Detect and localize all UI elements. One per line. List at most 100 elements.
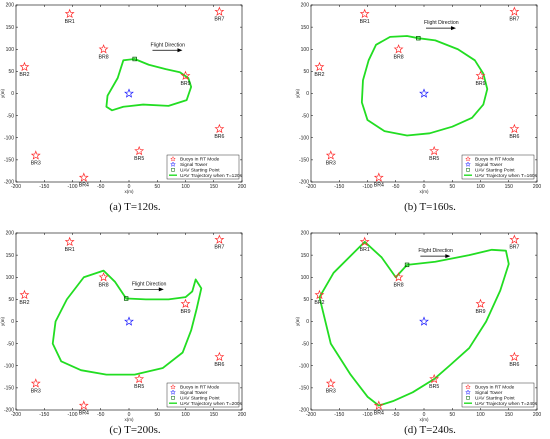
legend-entry: Buoys in RT Mode [475,385,515,391]
buoy-label-br2: BR2 [19,300,29,306]
y-tick-label: 200 [6,3,15,9]
legend-entry: UAV Trajectory when T=120s [180,173,243,179]
y-tick-label: 50 [8,69,14,75]
legend-entry: Signal Tower [180,390,208,396]
buoy-label-br4: BR4 [374,183,384,189]
legend-start-icon [466,168,470,172]
y-tick-label: -200 [4,180,14,186]
x-tick-label: -200 [11,412,21,418]
y-axis-label: y(m) [295,317,300,326]
x-axis-label: x(m) [125,189,134,194]
buoy-label-br5: BR5 [429,384,439,390]
x-tick-label: 50 [154,412,160,418]
buoy-label-br2: BR2 [314,72,324,78]
x-tick-label: 150 [210,412,219,418]
plot-area [310,4,538,183]
buoy-label-br8: BR8 [394,282,404,288]
panel-caption: (c) T=200s. [109,424,160,436]
buoy-label-br4: BR4 [374,411,384,417]
x-tick-label: 0 [423,184,426,190]
x-tick-label: 100 [181,412,190,418]
y-tick-label: 50 [8,297,14,303]
x-tick-label: -100 [362,412,372,418]
y-tick-label: 150 [6,25,15,31]
buoy-marker-br7 [509,234,520,244]
buoy-marker-br8 [98,272,109,282]
y-tick-label: 100 [301,275,310,281]
legend-buoy-icon [170,155,176,162]
x-tick-label: -50 [392,184,399,190]
uav-start-marker [416,35,421,41]
y-tick-label: -200 [299,408,309,414]
y-tick-label: 100 [6,275,15,281]
x-tick-label: 100 [476,412,485,418]
flight-direction-arrow-head [177,48,183,53]
flight-direction-label: Flight Direction [418,248,453,254]
legend-entry: UAV Starting Point [475,167,515,173]
buoy-marker-br6 [509,123,520,134]
plot-area [15,4,243,183]
buoy-label-br4: BR4 [79,411,89,417]
y-tick-label: 150 [301,25,310,31]
buoy-marker-br1 [359,8,370,19]
buoy-label-br9: BR9 [180,81,190,87]
buoy-label-br5: BR5 [429,156,439,162]
x-tick-label: 100 [181,184,190,190]
flight-direction-label: Flight Direction [150,42,185,48]
y-tick-label: -150 [299,158,309,164]
buoy-marker-br4 [78,400,89,410]
legend-box [461,154,535,180]
legend-entry: UAV Starting Point [180,395,220,401]
y-tick-label: 100 [6,47,15,53]
legend-buoy-icon [465,383,471,390]
legend-entry: Signal Tower [475,390,503,396]
y-tick-label: -100 [4,135,14,141]
buoy-label-br9: BR9 [180,309,190,315]
buoy-label-br9: BR9 [475,81,485,87]
signal-tower-marker [124,88,134,98]
buoy-marker-br8 [393,272,404,282]
y-tick-label: -50 [302,113,309,119]
x-tick-label: 100 [476,184,485,190]
buoy-label-br3: BR3 [326,388,336,394]
buoy-label-br6: BR6 [214,362,224,368]
buoy-label-br6: BR6 [509,134,519,140]
x-tick-label: 0 [128,184,131,190]
chart-panel-a: -200 -150 -100 -50 0 50 100 150 200 -200 -150 -100 -… [0,3,246,213]
legend-start-icon [171,168,175,172]
buoy-marker-br9 [475,298,486,308]
buoy-label-br6: BR6 [214,134,224,140]
buoy-marker-br3 [325,150,336,160]
legend-box [166,154,240,180]
buoy-marker-br5 [429,145,440,156]
buoy-marker-br2 [314,61,325,72]
legend-start-icon [171,396,175,400]
chart-panel-b: -200 -150 -100 -50 0 50 100 150 200 -200 -150 -100 -… [295,3,541,213]
buoy-label-br9: BR9 [475,309,485,315]
buoy-marker-br1 [64,236,75,247]
uav-start-marker [123,296,129,301]
x-tick-label: 200 [238,412,247,418]
x-tick-label: -100 [67,184,77,190]
buoy-marker-br4 [78,172,89,182]
legend-entry: Buoys in RT Mode [180,385,220,391]
legend-entry: UAV Trajectory when T=200s [180,401,243,407]
x-tick-label: -100 [362,184,372,190]
x-tick-label: -50 [97,184,104,190]
y-tick-label: 50 [303,297,309,303]
y-tick-label: 50 [303,69,309,75]
panel-caption: (d) T=240s. [404,424,456,436]
y-tick-label: -200 [4,408,14,414]
y-tick-label: -150 [299,386,309,392]
y-tick-label: -100 [299,135,309,141]
y-tick-label: -200 [299,180,309,186]
x-tick-label: 150 [505,184,514,190]
buoy-marker-br1 [359,236,370,247]
signal-tower-marker [419,88,429,98]
buoy-label-br7: BR7 [509,245,519,251]
y-tick-label: 200 [301,231,310,237]
